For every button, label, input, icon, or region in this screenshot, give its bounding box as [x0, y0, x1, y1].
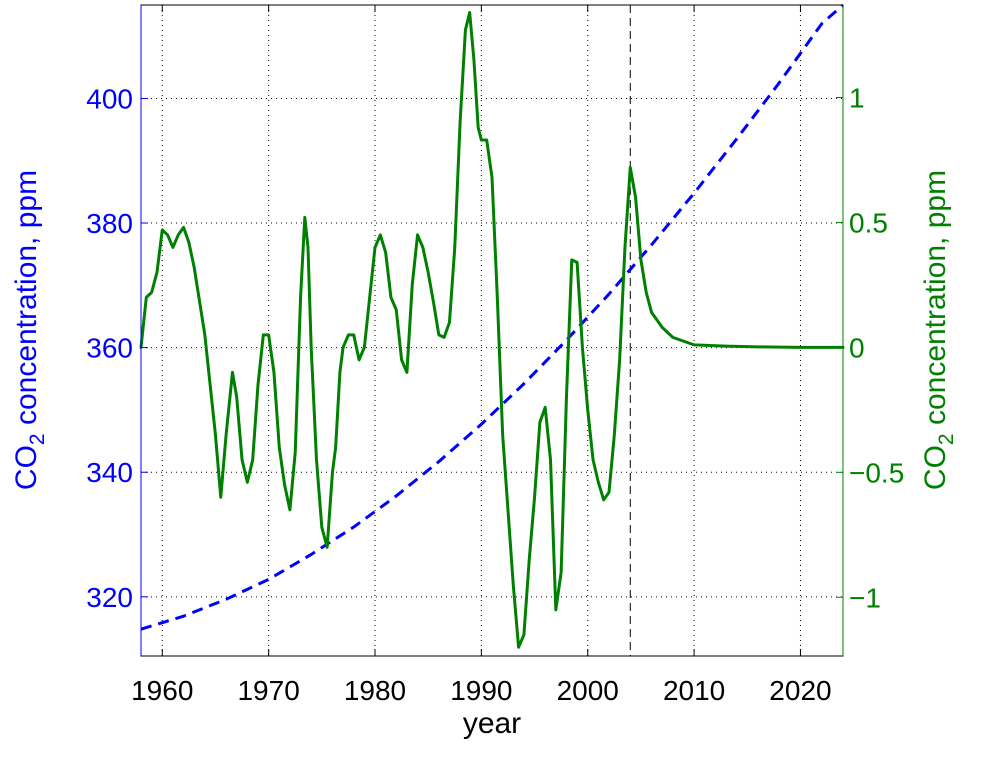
- left-axis-label: CO2 concentration, ppm: [10, 170, 49, 490]
- series-group: [139, 3, 845, 649]
- right-tick-label: −0.5: [849, 457, 904, 488]
- x-axis-label: year: [463, 707, 521, 740]
- left-tick-label: 320: [86, 582, 133, 613]
- left-axis-label-sub: 2: [26, 433, 49, 445]
- right-tick-label: −1: [849, 582, 881, 613]
- right-axis-label-main: CO: [919, 445, 952, 490]
- series-line-left-dashed: [140, 3, 844, 631]
- right-tick-label: 1: [849, 82, 865, 113]
- left-axis-ticks: 320 340 360 380 400: [86, 5, 148, 656]
- x-axis-ticks: 1960 1970 1980 1990 2000 2010 2020: [131, 5, 832, 706]
- left-axis-label-rest: concentration, ppm: [10, 170, 43, 433]
- right-axis-ticks: −1 −0.5 0 0.5 1: [836, 5, 904, 656]
- x-tick-label: 2010: [663, 675, 725, 706]
- left-tick-label: 380: [86, 208, 133, 239]
- x-tick-label: 2020: [769, 675, 831, 706]
- left-tick-label: 340: [86, 457, 133, 488]
- x-tick-label: 1990: [450, 675, 512, 706]
- series-line-right-solid: [139, 11, 845, 649]
- right-tick-label: 0: [849, 332, 865, 363]
- left-tick-label: 400: [86, 83, 133, 114]
- x-tick-label: 2000: [557, 675, 619, 706]
- x-tick-label: 1960: [131, 675, 193, 706]
- x-tick-label: 1970: [237, 675, 299, 706]
- grid-lines: [141, 5, 843, 656]
- right-axis-label: CO2 concentration, ppm: [919, 170, 958, 490]
- x-tick-label: 1980: [344, 675, 406, 706]
- right-axis-label-sub: 2: [935, 433, 958, 445]
- left-tick-label: 360: [86, 333, 133, 364]
- right-axis-label-rest: concentration, ppm: [919, 170, 952, 433]
- right-tick-label: 0.5: [849, 207, 888, 238]
- left-axis-label-main: CO: [10, 445, 43, 490]
